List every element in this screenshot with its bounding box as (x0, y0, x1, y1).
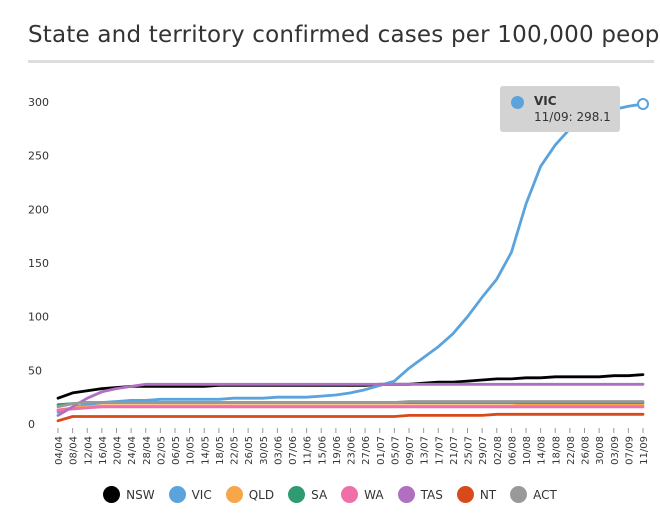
legend-marker (168, 486, 186, 503)
x-tick-label: 27/06 (361, 436, 372, 465)
x-tick-label: 19/06 (332, 436, 343, 465)
x-tick-label: 07/06 (288, 436, 299, 465)
x-tick-label: 07/09 (624, 436, 635, 465)
x-tick-label: 18/05 (215, 436, 226, 465)
x-tick-label: 22/08 (566, 436, 577, 465)
y-tick-label: 300 (28, 96, 49, 109)
legend-label: VIC (191, 487, 212, 502)
y-tick-label: 150 (28, 257, 49, 270)
x-tick-label: 11/06 (303, 436, 314, 465)
legend-item-qld[interactable]: QLD (225, 486, 275, 503)
x-tick-label: 02/05 (156, 436, 167, 465)
x-tick-label: 29/07 (478, 436, 489, 465)
legend-marker (225, 486, 243, 503)
x-tick-label: 14/05 (200, 436, 211, 465)
x-tick-label: 13/07 (420, 436, 431, 465)
legend-label: NT (479, 487, 497, 502)
y-tick-label: 0 (28, 418, 35, 431)
chart-title: State and territory confirmed cases per … (28, 22, 660, 48)
title-divider (28, 60, 654, 63)
legend-item-vic[interactable]: VIC (168, 486, 212, 503)
legend-item-sa[interactable]: SA (288, 486, 327, 503)
legend-marker (103, 486, 121, 503)
x-tick-label: 11/09 (639, 436, 650, 465)
x-tick-label: 04/04 (54, 436, 65, 465)
x-tick-label: 06/05 (171, 436, 182, 465)
highlight-point (637, 98, 649, 111)
series-line-wa (56, 405, 645, 412)
legend-label: TAS (420, 487, 443, 502)
series-line-vic (56, 102, 645, 414)
series-line-tas (56, 382, 645, 417)
x-tick-label: 23/06 (347, 436, 358, 465)
x-tick-label: 09/07 (405, 436, 416, 465)
tooltip: VIC 11/09: 298.1 (500, 86, 620, 132)
series-line-act (56, 400, 645, 409)
x-tick-label: 15/06 (317, 436, 328, 465)
y-tick-label: 50 (28, 364, 42, 377)
legend-marker (288, 486, 306, 503)
x-tick-label: 20/04 (113, 436, 124, 465)
x-tick-label: 02/08 (493, 436, 504, 465)
x-tick-label: 30/05 (259, 436, 270, 465)
tooltip-series-name: VIC (534, 94, 557, 108)
legend-item-nsw[interactable]: NSW (103, 486, 155, 503)
x-tick-label: 01/07 (376, 436, 387, 465)
legend-item-act[interactable]: ACT (510, 486, 557, 503)
x-tick-label: 18/08 (551, 436, 562, 465)
line-chart: 0 50 100 150 200 250 300 04/04 08/04 12/04 16/04 20… (28, 96, 650, 465)
legend-label: WA (364, 487, 384, 502)
tooltip-value: 11/09: 298.1 (534, 110, 611, 124)
x-tick-label: 28/04 (142, 436, 153, 465)
x-tick-label: 25/07 (464, 436, 475, 465)
x-tick-label: 30/08 (595, 436, 606, 465)
x-tick-label: 14/08 (537, 436, 548, 465)
x-tick-label: 10/08 (522, 436, 533, 465)
y-tick-label: 250 (28, 150, 49, 163)
series-line-nt (56, 412, 645, 423)
legend-label: NSW (126, 487, 155, 502)
legend-marker (397, 486, 415, 503)
legend-marker (456, 486, 474, 503)
x-tick-label: 05/07 (390, 436, 401, 465)
x-tick-label: 26/05 (244, 436, 255, 465)
x-tick-label: 06/08 (507, 436, 518, 465)
y-tick-label: 100 (28, 311, 49, 324)
legend-label: QLD (248, 487, 275, 502)
legend-item-nt[interactable]: NT (456, 486, 497, 503)
series-line-nsw (56, 373, 645, 400)
x-tick-label: 12/04 (83, 436, 94, 465)
legend-item-tas[interactable]: TAS (397, 486, 443, 503)
x-tick-label: 08/04 (69, 436, 80, 465)
legend-marker (341, 486, 359, 503)
legend-label: ACT (533, 487, 557, 502)
x-tick-label: 17/07 (434, 436, 445, 465)
x-tick-label: 22/05 (230, 436, 241, 465)
legend-label: SA (311, 487, 328, 502)
x-tick-label: 16/04 (98, 436, 109, 465)
x-tick-label: 03/09 (610, 436, 621, 465)
x-tick-label: 21/07 (449, 436, 460, 465)
x-tick-label: 10/05 (186, 436, 197, 465)
x-tick-label: 26/08 (581, 436, 592, 465)
legend-item-wa[interactable]: WA (341, 486, 384, 503)
tooltip-series-dot (511, 96, 524, 109)
legend-marker (510, 486, 528, 503)
x-tick-label: 03/06 (273, 436, 284, 465)
legend: NSW VIC QLD SA WA TAS NT ACT (0, 486, 660, 503)
x-tick-label: 24/04 (127, 436, 138, 465)
y-tick-label: 200 (28, 203, 49, 216)
